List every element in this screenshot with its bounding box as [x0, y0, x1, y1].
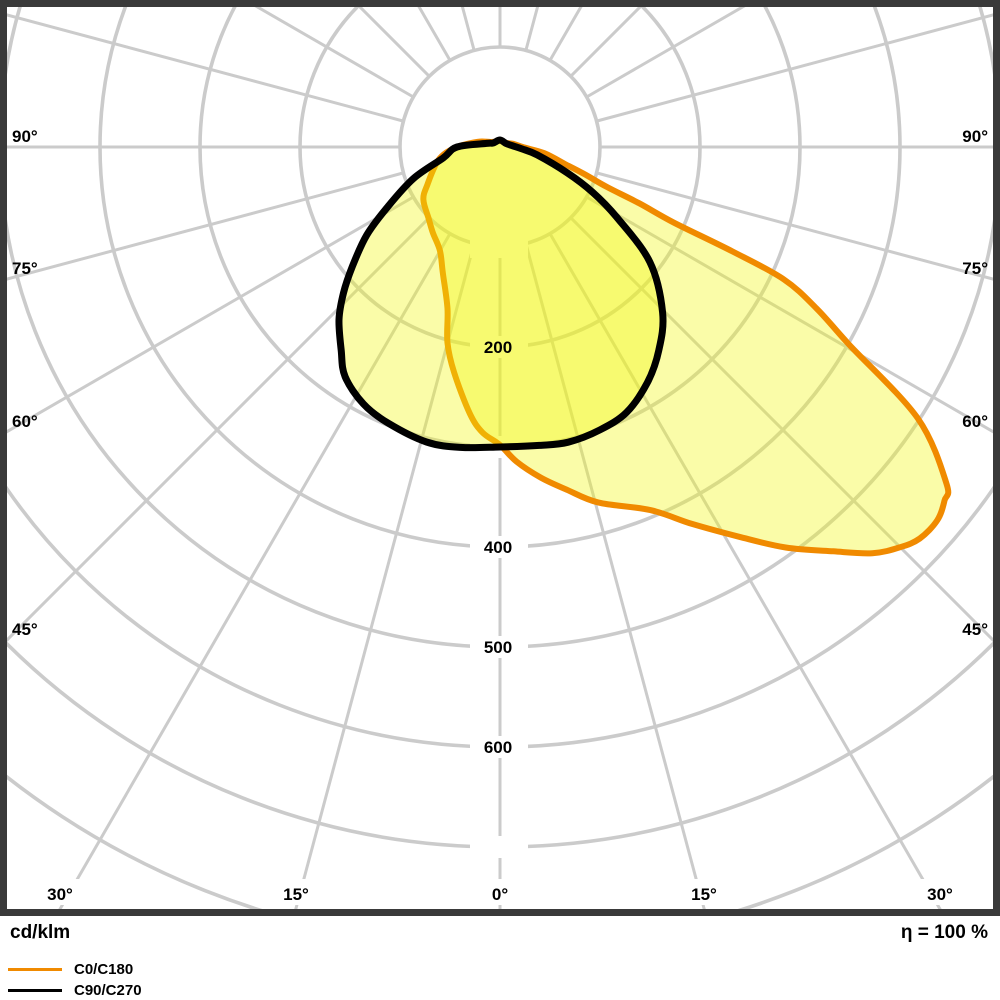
curve-c0-c180: [420, 137, 952, 557]
angle-tick-label: 45°: [962, 620, 988, 639]
angle-tick-label: 0°: [492, 885, 508, 904]
angle-tick-label: 15°: [691, 885, 717, 904]
angle-tick-label: 90°: [962, 127, 988, 146]
chart-footer: cd/klm η = 100 % C0/C180 C90/C270: [0, 921, 1000, 1000]
polar-plot: 200 400 500 600 0° 15° 15° 30° 30° 45° 45° 60° 60° 75…: [0, 0, 1000, 916]
grid-ray: [7, 216, 431, 643]
legend-item-c90-c270: C90/C270: [8, 980, 142, 1000]
grid-ray: [569, 7, 643, 78]
grid-ray: [7, 13, 404, 123]
radial-tick-label: 600: [484, 738, 512, 757]
legend-line-c90-c270: [8, 989, 62, 992]
legend-label-c0-c180: C0/C180: [74, 961, 134, 978]
angle-tick-label: 15°: [283, 885, 309, 904]
radial-tick-label: 200: [484, 338, 512, 357]
grid-ray: [596, 171, 993, 281]
radial-tick-label: 500: [484, 638, 512, 657]
angle-tick-label: 90°: [12, 127, 38, 146]
angle-tick-labels: 0° 15° 15° 30° 30° 45° 45° 60° 60° 75° 75° 90° 90°: [12, 127, 988, 904]
angle-tick-label: 60°: [12, 412, 38, 431]
plot-frame: [0, 0, 1000, 916]
angle-tick-label: 45°: [12, 620, 38, 639]
legend-line-c0-c180: [8, 968, 62, 971]
angle-tick-label: 75°: [12, 259, 38, 278]
legend-label-c90-c270: C90/C270: [74, 982, 142, 999]
efficiency-label: η = 100 %: [900, 922, 988, 943]
photometric-curves: [335, 136, 952, 557]
angle-tick-label: 30°: [47, 885, 73, 904]
angle-tick-label: 60°: [962, 412, 988, 431]
curve-c90-c270: [335, 136, 667, 452]
grid-ray: [548, 232, 942, 909]
grid-ray: [7, 195, 415, 434]
grid-ray: [569, 216, 993, 643]
grid-ray: [58, 232, 452, 909]
grid-ray: [7, 171, 404, 281]
legend-item-c0-c180: C0/C180: [8, 959, 142, 980]
grid-ray: [524, 243, 706, 909]
unit-label: cd/klm: [10, 922, 71, 943]
grid-ray: [585, 195, 993, 434]
grid-ray: [294, 243, 476, 909]
angle-tick-label: 75°: [962, 259, 988, 278]
legend: C0/C180 C90/C270: [8, 959, 142, 1000]
radial-tick-labels: 200 400 500 600: [484, 338, 512, 757]
grid-ray: [596, 13, 993, 123]
angle-tick-label: 30°: [927, 885, 953, 904]
radial-tick-label: 400: [484, 538, 512, 557]
polar-grid: [7, 7, 993, 909]
grid-ray: [357, 7, 431, 78]
